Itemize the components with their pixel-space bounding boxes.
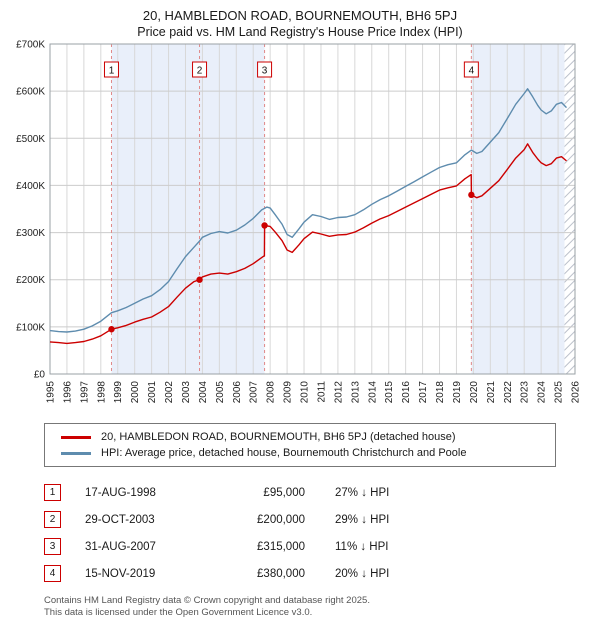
svg-text:2010: 2010 <box>300 381 311 404</box>
svg-text:2013: 2013 <box>350 381 361 404</box>
chart-title-block: 20, HAMBLEDON ROAD, BOURNEMOUTH, BH6 5PJ… <box>0 0 600 40</box>
transaction-date: 17-AUG-1998 <box>85 486 156 499</box>
svg-text:2017: 2017 <box>418 381 429 404</box>
svg-text:£0: £0 <box>34 370 46 381</box>
svg-text:2016: 2016 <box>401 381 412 404</box>
svg-text:£500K: £500K <box>16 134 45 145</box>
page-subtitle: Price paid vs. HM Land Registry's House … <box>137 25 463 39</box>
transaction-price: £380,000 <box>257 567 305 580</box>
svg-text:2: 2 <box>197 66 203 77</box>
svg-text:1996: 1996 <box>62 381 73 404</box>
svg-text:2000: 2000 <box>130 381 141 404</box>
svg-text:1995: 1995 <box>46 381 57 404</box>
transaction-date: 29-OCT-2003 <box>85 513 155 526</box>
svg-text:£300K: £300K <box>16 228 45 239</box>
footer-line-1: Contains HM Land Registry data © Crown c… <box>44 595 370 606</box>
legend-item: 20, HAMBLEDON ROAD, BOURNEMOUTH, BH6 5PJ… <box>55 429 545 445</box>
transaction-price: £95,000 <box>263 486 305 499</box>
transaction-hpi-delta: 11% ↓ HPI <box>335 540 389 553</box>
svg-text:2006: 2006 <box>232 381 243 404</box>
svg-text:2005: 2005 <box>215 381 226 404</box>
transaction-row: 4 15-NOV-2019 £380,000 20% ↓ HPI <box>44 560 600 587</box>
svg-text:2014: 2014 <box>367 381 378 404</box>
transaction-date: 31-AUG-2007 <box>85 540 156 553</box>
svg-text:2012: 2012 <box>333 381 344 404</box>
transaction-row: 3 31-AUG-2007 £315,000 11% ↓ HPI <box>44 533 600 560</box>
svg-text:2001: 2001 <box>147 381 158 404</box>
transaction-number-badge: 2 <box>44 511 61 528</box>
svg-text:2004: 2004 <box>198 381 209 404</box>
svg-text:2009: 2009 <box>283 381 294 404</box>
svg-text:1998: 1998 <box>96 381 107 404</box>
transaction-date: 15-NOV-2019 <box>85 567 156 580</box>
svg-text:£700K: £700K <box>16 40 45 51</box>
transaction-number-badge: 1 <box>44 484 61 501</box>
transaction-number-badge: 4 <box>44 565 61 582</box>
svg-text:1: 1 <box>109 66 115 77</box>
svg-text:2022: 2022 <box>503 381 514 404</box>
svg-text:2008: 2008 <box>266 381 277 404</box>
transaction-hpi-delta: 20% ↓ HPI <box>335 567 390 580</box>
svg-text:2018: 2018 <box>435 381 446 404</box>
svg-text:2021: 2021 <box>486 381 497 404</box>
svg-text:3: 3 <box>262 66 268 77</box>
svg-text:£100K: £100K <box>16 322 45 333</box>
transaction-number-badge: 3 <box>44 538 61 555</box>
svg-text:1997: 1997 <box>79 381 90 404</box>
transaction-hpi-delta: 27% ↓ HPI <box>335 486 390 499</box>
svg-text:£600K: £600K <box>16 87 45 98</box>
svg-text:£200K: £200K <box>16 275 45 286</box>
svg-text:2003: 2003 <box>181 381 192 404</box>
legend-line-sample <box>61 435 91 439</box>
svg-text:2024: 2024 <box>537 381 548 404</box>
svg-text:2002: 2002 <box>164 381 175 404</box>
license-footer: Contains HM Land Registry data © Crown c… <box>44 595 600 619</box>
svg-text:2025: 2025 <box>554 381 565 404</box>
svg-text:2015: 2015 <box>384 381 395 404</box>
svg-text:£400K: £400K <box>16 181 45 192</box>
legend-line-sample <box>61 451 91 455</box>
svg-text:2023: 2023 <box>520 381 531 404</box>
page-title: 20, HAMBLEDON ROAD, BOURNEMOUTH, BH6 5PJ <box>142 8 458 23</box>
svg-text:2011: 2011 <box>316 381 327 403</box>
transaction-hpi-delta: 29% ↓ HPI <box>335 513 390 526</box>
svg-text:4: 4 <box>469 66 475 77</box>
transaction-row: 2 29-OCT-2003 £200,000 29% ↓ HPI <box>44 506 600 533</box>
legend-label: HPI: Average price, detached house, Bour… <box>101 447 467 459</box>
svg-text:2007: 2007 <box>249 381 260 404</box>
transaction-table: 1 17-AUG-1998 £95,000 27% ↓ HPI 2 29-OCT… <box>44 479 600 587</box>
transaction-price: £315,000 <box>257 540 305 553</box>
legend-item: HPI: Average price, detached house, Bour… <box>55 445 545 461</box>
transaction-row: 1 17-AUG-1998 £95,000 27% ↓ HPI <box>44 479 600 506</box>
svg-text:2019: 2019 <box>452 381 463 404</box>
transaction-price: £200,000 <box>257 513 305 526</box>
svg-text:1999: 1999 <box>113 381 124 404</box>
footer-line-2: This data is licensed under the Open Gov… <box>44 607 313 618</box>
legend-label: 20, HAMBLEDON ROAD, BOURNEMOUTH, BH6 5PJ… <box>101 431 456 443</box>
svg-text:2026: 2026 <box>571 381 582 404</box>
price-history-chart: 1 2 3 4 £0 £100K £200K £300K £400K £500K £600K £700… <box>16 40 582 404</box>
svg-text:2020: 2020 <box>469 381 480 404</box>
chart-legend: 20, HAMBLEDON ROAD, BOURNEMOUTH, BH6 5PJ… <box>44 423 556 467</box>
